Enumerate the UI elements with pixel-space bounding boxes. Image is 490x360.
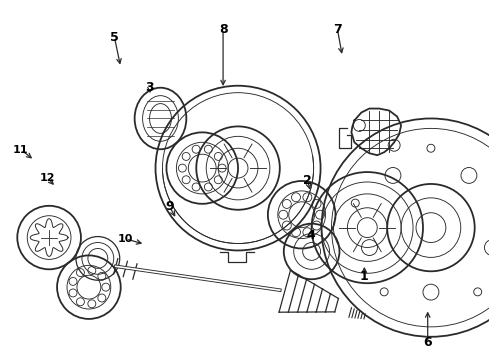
Text: 9: 9: [165, 200, 174, 213]
Text: 12: 12: [40, 173, 55, 183]
Text: 8: 8: [219, 23, 227, 36]
Text: 2: 2: [303, 174, 312, 186]
Text: 3: 3: [146, 81, 154, 94]
Text: 7: 7: [333, 23, 342, 36]
Text: 6: 6: [423, 336, 432, 349]
Text: 4: 4: [306, 229, 315, 242]
Text: 11: 11: [13, 145, 28, 155]
Text: 5: 5: [110, 31, 119, 44]
Text: 10: 10: [118, 234, 133, 244]
Text: 1: 1: [360, 270, 369, 283]
